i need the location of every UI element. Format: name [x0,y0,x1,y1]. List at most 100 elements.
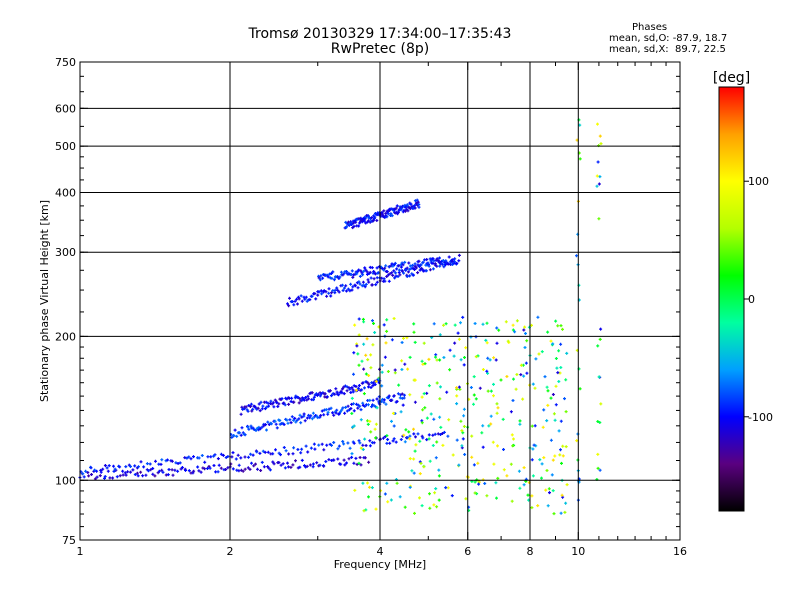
echo-point [504,320,508,324]
echo-point [531,382,535,386]
echo-point [247,455,250,459]
echo-point [359,418,363,422]
echo-point [366,358,370,362]
echo-point [597,182,601,186]
echo-point [381,212,385,216]
echo-point [518,422,522,426]
echo-point [246,466,250,470]
echo-point [524,361,528,365]
echo-point [387,279,391,283]
echo-point [350,269,354,273]
echo-point [485,494,489,498]
echo-point [469,386,473,389]
echo-point [554,357,558,360]
echo-point [124,473,128,477]
echo-point [373,383,377,386]
echo-point [236,453,240,457]
echo-point [216,470,220,474]
echo-point [399,265,403,269]
echo-point [412,427,415,431]
echo-point [115,475,119,479]
echo-point [422,465,426,469]
echo-point [476,354,480,358]
echo-point [352,441,356,445]
echo-point [345,270,348,273]
echo-point [427,437,431,441]
echo-point [559,324,563,328]
echo-point [540,350,544,354]
echo-point [524,332,527,335]
echo-point [409,202,413,206]
echo-point [422,341,426,345]
echo-point [522,483,526,487]
echo-point [258,451,262,455]
echo-point [161,470,165,474]
echo-point [390,271,394,275]
chart-title-line1: Tromsø 20130329 17:34:00–17:35:43 [248,26,512,42]
echo-point [272,405,276,409]
echo-point [463,356,466,359]
echo-point [346,441,350,445]
echo-point [131,468,135,472]
echo-point [363,217,367,221]
echo-point [561,454,565,458]
echo-point [363,386,366,390]
echo-point [518,486,522,490]
echo-point [174,461,178,465]
echo-point [406,436,410,440]
echo-point [351,390,355,394]
echo-point [565,351,569,355]
echo-point [291,463,295,467]
echo-point [439,425,443,429]
echo-point [288,296,291,300]
echo-point [428,268,432,272]
echo-point [596,344,600,348]
echo-point [368,485,371,489]
echo-point [370,405,374,409]
echo-point [348,289,352,293]
echo-point [324,408,328,412]
echo-point [297,401,301,405]
echo-point [532,443,536,447]
echo-point [390,214,394,218]
echo-point [328,389,332,393]
echo-point [398,273,402,277]
echo-point [334,387,338,391]
echo-point [559,419,563,423]
echo-point [364,444,368,447]
echo-point [412,322,416,326]
echo-point [338,410,342,414]
echo-point [361,273,365,277]
echo-point [184,468,187,472]
echo-point [457,253,461,257]
echo-point [418,472,422,476]
echo-point [335,408,339,412]
echo-point [438,358,442,362]
echo-point [408,437,412,441]
echo-point [314,297,318,301]
echo-point [282,401,286,405]
echo-point [492,382,495,386]
y-tick-label: 750 [55,56,76,69]
echo-point [491,440,495,444]
echo-point [291,452,295,456]
echo-point [357,280,361,284]
x-axis-label: Frequency [MHz] [334,558,426,571]
echo-point [330,291,333,295]
echo-point [599,402,603,406]
echo-point [530,424,534,428]
echo-point [364,268,368,272]
echo-point [550,473,554,477]
echo-point [353,284,357,288]
echo-point [282,446,286,449]
echo-point [563,397,566,401]
echo-point [506,339,510,343]
echo-point [317,276,321,280]
phases-o-line: mean, sd,O: -87.9, 18.7 [609,33,728,44]
echo-point [599,142,603,146]
echo-point [262,465,266,469]
echo-point [153,474,157,478]
echo-point [137,465,140,469]
echo-point [412,471,416,475]
echo-point [403,505,407,509]
